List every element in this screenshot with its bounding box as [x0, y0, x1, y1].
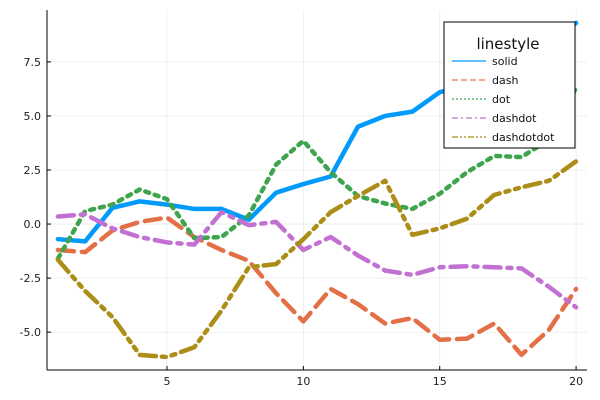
series-line-dot	[55, 85, 579, 261]
tick-labels: 5 10 15 20 -5.0 -2.5 0.0 2.5 5.0 7.5	[20, 56, 584, 388]
x-tick-label-2: 15	[433, 375, 447, 388]
x-tick-label-3: 20	[569, 375, 583, 388]
series-line-dashdotdot	[55, 159, 579, 360]
legend-label-dash: dash	[492, 74, 518, 87]
legend-label-solid: solid	[492, 55, 518, 68]
legend-box	[443, 21, 576, 149]
series-line-dashdot	[55, 209, 579, 310]
x-tick-label-0: 5	[164, 375, 171, 388]
legend-label-dashdotdot: dashdotdot	[492, 131, 555, 144]
axes	[46, 10, 587, 371]
y-tick-label-1: -2.5	[20, 272, 41, 285]
y-tick-label-4: 5.0	[24, 110, 42, 123]
x-tick-label-1: 10	[296, 375, 310, 388]
series-line-dash	[55, 215, 579, 358]
legend-label-dot: dot	[492, 93, 511, 106]
y-tick-label-5: 7.5	[24, 56, 42, 69]
y-tick-label-2: 0.0	[24, 218, 42, 231]
legend-title: linestyle	[476, 35, 539, 53]
legend-label-dashdot: dashdot	[492, 112, 537, 125]
y-tick-label-0: -5.0	[20, 326, 41, 339]
y-tick-label-3: 2.5	[24, 164, 42, 177]
